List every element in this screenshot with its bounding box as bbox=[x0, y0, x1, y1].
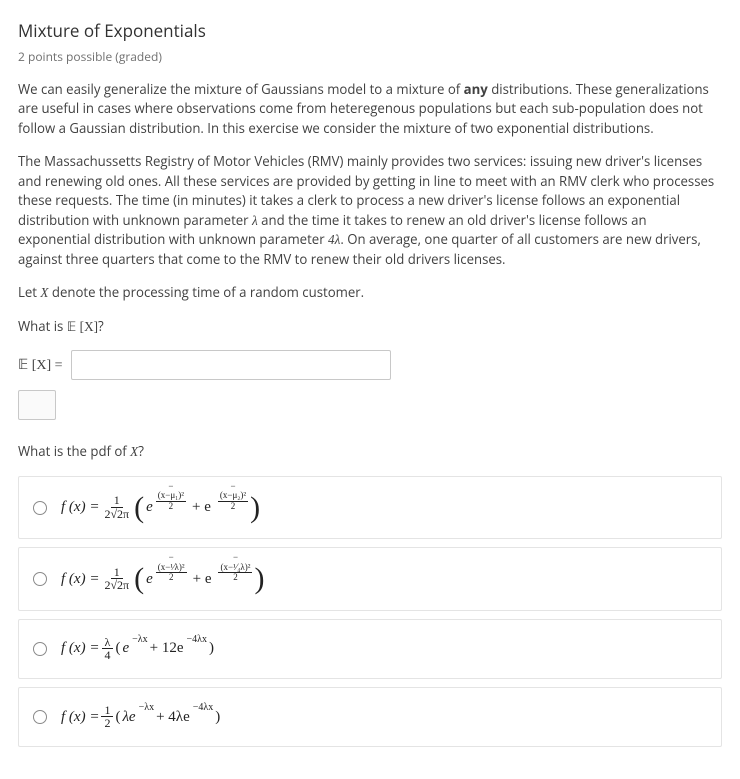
c2-exp1-den: 2 bbox=[167, 573, 176, 582]
expectation-input[interactable] bbox=[71, 350, 391, 380]
radio-icon[interactable] bbox=[33, 642, 47, 656]
q2-post: ? bbox=[138, 442, 144, 460]
c3-frac-den: 4 bbox=[101, 649, 113, 662]
c2-lhs: f (x) = bbox=[61, 568, 99, 591]
paren-l: ( bbox=[134, 567, 144, 591]
c1-frac-den: 2√2π bbox=[101, 508, 132, 521]
c2-plus: + e bbox=[193, 568, 212, 591]
c1-frac-num: 1 bbox=[111, 494, 123, 508]
p2-4lambda: 4λ bbox=[328, 232, 340, 247]
choice-3-formula: f (x) = λ 4 ( e−λx + 12e−4λx ) bbox=[61, 636, 214, 662]
c1-frac: 1 2√2π bbox=[101, 494, 132, 520]
c1-exp2-den: 2 bbox=[229, 502, 238, 511]
c3-frac-num: λ bbox=[102, 636, 114, 650]
p1-pre: We can easily generalize the mixture of … bbox=[18, 80, 464, 98]
choice-1[interactable]: f (x) = 1 2√2π ( e −(x−μ₁)²2 + e −(x−μ₂)… bbox=[18, 476, 722, 539]
q1-expr: 𝔼 [X] bbox=[67, 319, 98, 334]
c4-open: ( bbox=[115, 706, 120, 729]
q1-prompt: What is 𝔼 [X]? bbox=[18, 317, 722, 337]
problem-title: Mixture of Exponentials bbox=[18, 18, 722, 44]
q1-lhs: 𝔼 [X] = bbox=[18, 355, 63, 376]
radio-icon[interactable] bbox=[33, 572, 47, 586]
paren-r: ) bbox=[250, 496, 260, 520]
c1-exp2: −(x−μ₂)²2 bbox=[218, 482, 248, 511]
choice-1-formula: f (x) = 1 2√2π ( e −(x−μ₁)²2 + e −(x−μ₂)… bbox=[61, 493, 260, 522]
p3-pre: Let bbox=[18, 283, 40, 301]
c4-frac: 1 2 bbox=[101, 704, 113, 730]
c4-frac-den: 2 bbox=[101, 717, 113, 730]
choice-4-formula: f (x) = 1 2 ( λe−λx + 4λe−4λx ) bbox=[61, 704, 220, 730]
c4-lhs: f (x) = bbox=[61, 706, 99, 729]
paren-l: ( bbox=[134, 496, 144, 520]
q2-prompt: What is the pdf of X? bbox=[18, 442, 722, 462]
radio-icon[interactable] bbox=[33, 501, 47, 515]
c4-t1: λe bbox=[122, 706, 135, 729]
c2-frac-num: 1 bbox=[111, 566, 123, 580]
intro-paragraph-2: The Massachussetts Registry of Motor Veh… bbox=[18, 152, 722, 269]
c3-exp2: −4λx bbox=[186, 632, 207, 647]
c3-lhs: f (x) = bbox=[61, 637, 99, 660]
c2-e1: e bbox=[146, 568, 153, 591]
intro-paragraph-1: We can easily generalize the mixture of … bbox=[18, 80, 722, 139]
radio-icon[interactable] bbox=[33, 710, 47, 724]
c2-exp2: −(x−¹⁄₄λ)²2 bbox=[218, 553, 252, 582]
p3-post: denote the processing time of a random c… bbox=[48, 283, 364, 301]
c1-lhs: f (x) = bbox=[61, 496, 99, 519]
c2-frac-den: 2√2π bbox=[101, 579, 132, 592]
q2-pre: What is the pdf of bbox=[18, 442, 130, 460]
c4-exp1: −λx bbox=[139, 700, 155, 715]
choice-3[interactable]: f (x) = λ 4 ( e−λx + 12e−4λx ) bbox=[18, 619, 722, 679]
c1-exp1: −(x−μ₁)²2 bbox=[156, 482, 186, 511]
c2-exp2-den: 2 bbox=[231, 573, 240, 582]
q1-pre: What is bbox=[18, 317, 67, 335]
c1-plus: + e bbox=[192, 496, 211, 519]
p1-bold: any bbox=[464, 80, 488, 98]
c3-e1: e bbox=[122, 637, 129, 660]
intro-paragraph-3: Let X denote the processing time of a ra… bbox=[18, 283, 722, 303]
choice-2[interactable]: f (x) = 1 2√2π ( e −(x−¹⁄λ)²2 + e −(x−¹⁄… bbox=[18, 547, 722, 610]
c3-open: ( bbox=[115, 637, 120, 660]
points-possible: 2 points possible (graded) bbox=[18, 48, 722, 66]
q1-post: ? bbox=[98, 317, 104, 335]
c4-frac-num: 1 bbox=[101, 704, 113, 718]
c1-exp1-den: 2 bbox=[167, 502, 176, 511]
q1-input-row: 𝔼 [X] = bbox=[18, 350, 722, 380]
status-box bbox=[18, 390, 56, 420]
c4-close: ) bbox=[215, 706, 220, 729]
c2-frac: 1 2√2π bbox=[101, 566, 132, 592]
c3-close: ) bbox=[209, 637, 214, 660]
c1-e1: e bbox=[146, 496, 153, 519]
paren-r: ) bbox=[254, 567, 264, 591]
c3-frac: λ 4 bbox=[101, 636, 113, 662]
c2-exp1: −(x−¹⁄λ)²2 bbox=[156, 553, 187, 582]
c3-plus: + 12e bbox=[150, 637, 184, 660]
c4-plus: + 4λe bbox=[156, 706, 190, 729]
c4-exp2: −4λx bbox=[193, 700, 214, 715]
choice-4[interactable]: f (x) = 1 2 ( λe −λx + 4λe−4λx ) bbox=[18, 687, 722, 747]
c3-exp1: −λx bbox=[132, 632, 148, 647]
choice-2-formula: f (x) = 1 2√2π ( e −(x−¹⁄λ)²2 + e −(x−¹⁄… bbox=[61, 564, 264, 593]
